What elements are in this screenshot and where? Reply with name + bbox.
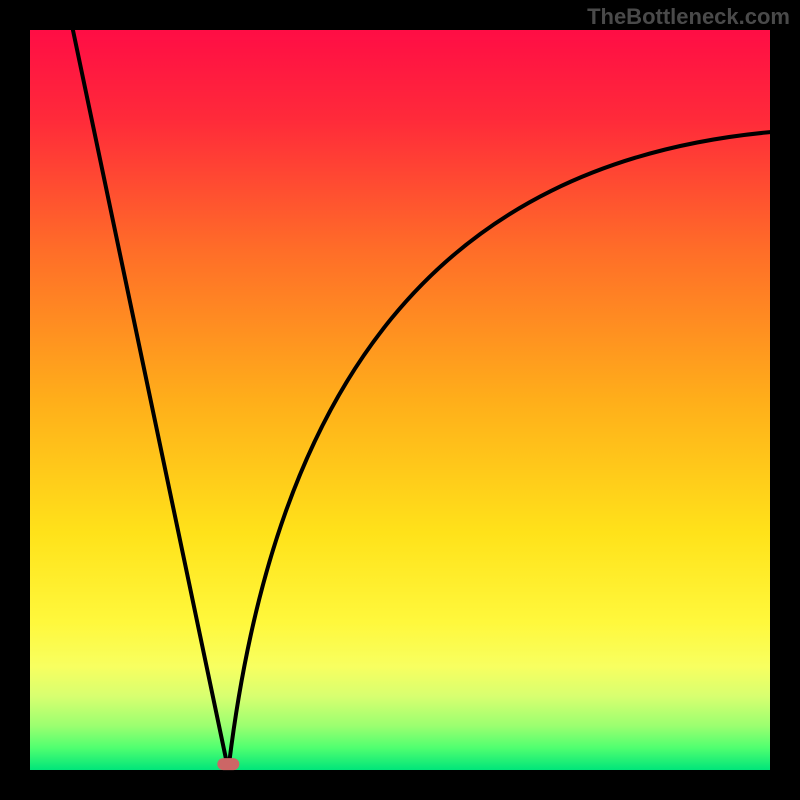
notch-marker: [217, 758, 239, 770]
chart-container: TheBottleneck.com: [0, 0, 800, 800]
plot-background: [30, 30, 770, 770]
bottleneck-chart: [0, 0, 800, 800]
watermark-text: TheBottleneck.com: [587, 4, 790, 30]
